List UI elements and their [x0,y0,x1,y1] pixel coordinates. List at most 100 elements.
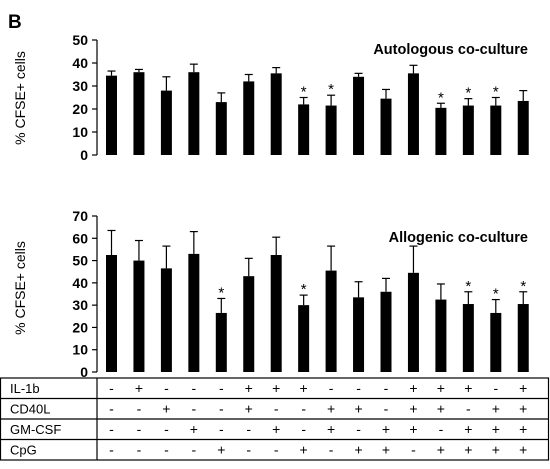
bar [490,312,502,372]
bar [298,305,310,372]
treatment-sign: - [274,441,279,457]
significance-star: * [218,284,224,301]
bar [517,304,529,372]
treatment-sign: + [272,421,280,437]
treatment-sign: + [437,441,445,457]
y-tick-label: 50 [72,253,88,269]
treatment-sign: + [409,400,417,416]
treatment-sign: - [137,441,142,457]
bar [215,102,227,155]
y-ticks: 0 10 20 30 40 50 [72,32,97,163]
treatment-sign: + [162,400,170,416]
treatment-sign: - [301,421,306,437]
treatment-sign: + [245,400,253,416]
significance-star: * [328,81,334,98]
treatment-sign: + [492,441,500,457]
bar [325,105,337,155]
treatment-label: CpG [10,442,37,457]
bar [270,73,282,155]
treatment-sign: - [137,421,142,437]
treatment-sign: - [109,400,114,416]
treatment-table: IL-1b - + - - - + + + - - - + + + - + CD40L - - + - - + - - + + - + + -… [0,377,550,461]
significance-star: * [301,281,307,298]
bar [380,291,392,372]
y-tick-label: 20 [72,319,88,335]
bar [106,75,117,155]
treatment-sign: + [272,380,280,396]
y-tick-label: 50 [72,32,88,48]
bar [243,81,255,155]
significance-star: * [301,84,307,101]
bar [407,73,419,155]
y-tick-label: 10 [72,342,88,358]
y-axis-label: % CFSE+ cells [12,51,28,145]
treatment-sign: - [411,441,416,457]
bar [188,72,200,155]
treatment-sign: + [217,441,225,457]
y-tick-label: 40 [72,275,88,291]
treatment-sign: - [384,400,389,416]
treatment-sign: + [519,421,527,437]
y-tick-label: 20 [72,101,88,117]
bar [490,105,502,155]
treatment-sign: + [464,380,472,396]
bar [133,260,145,372]
treatment-sign: + [437,380,445,396]
treatment-sign: - [356,421,361,437]
treatment-sign: - [329,441,334,457]
treatment-sign: + [409,421,417,437]
treatment-sign: - [246,441,251,457]
chart-title: Allogenic co-culture [389,230,528,246]
treatment-sign: - [192,441,197,457]
bars: * * * * * [106,229,529,372]
treatment-sign: - [329,380,334,396]
treatment-sign: - [164,380,169,396]
bar [462,304,474,372]
y-tick-label: 30 [72,78,88,94]
y-tick-label: 30 [72,297,88,313]
treatment-sign: + [437,400,445,416]
chart-title: Autologous co-culture [373,42,528,58]
treatment-sign: - [493,380,498,396]
treatment-sign: - [192,400,197,416]
bars: * * * * * [106,63,529,155]
treatment-sign: + [300,441,308,457]
treatment-sign: + [464,421,472,437]
treatment-sign: + [519,400,527,416]
treatment-sign: - [164,441,169,457]
treatment-sign: + [245,380,253,396]
significance-star: * [520,278,526,295]
treatment-sign: + [354,441,362,457]
y-tick-label: 10 [72,124,88,140]
treatment-sign: - [439,421,444,437]
treatment-sign: + [354,400,362,416]
bar [325,270,337,372]
treatment-sign: - [246,421,251,437]
significance-star: * [465,278,471,295]
panel-label: B [8,12,22,33]
bar [215,312,227,372]
bar [133,72,145,155]
treatment-sign: + [519,441,527,457]
y-tick-label: 40 [72,55,88,71]
y-tick-label: 0 [80,147,88,163]
treatment-sign: - [219,421,224,437]
bar [517,100,529,155]
treatment-sign: - [274,400,279,416]
treatment-sign: + [382,421,390,437]
treatment-label: CD40L [10,401,50,416]
bar [298,104,310,155]
treatment-sign: - [164,421,169,437]
treatment-sign: - [219,400,224,416]
treatment-sign: + [519,380,527,396]
bar [407,272,419,372]
significance-star: * [465,85,471,102]
treatment-sign: + [492,400,500,416]
treatment-sign: + [492,421,500,437]
bar [243,276,255,372]
treatment-sign: - [192,380,197,396]
bar [106,255,117,372]
y-ticks: 0 10 20 30 40 50 60 70 [72,208,97,380]
y-tick-label: 70 [72,208,88,224]
